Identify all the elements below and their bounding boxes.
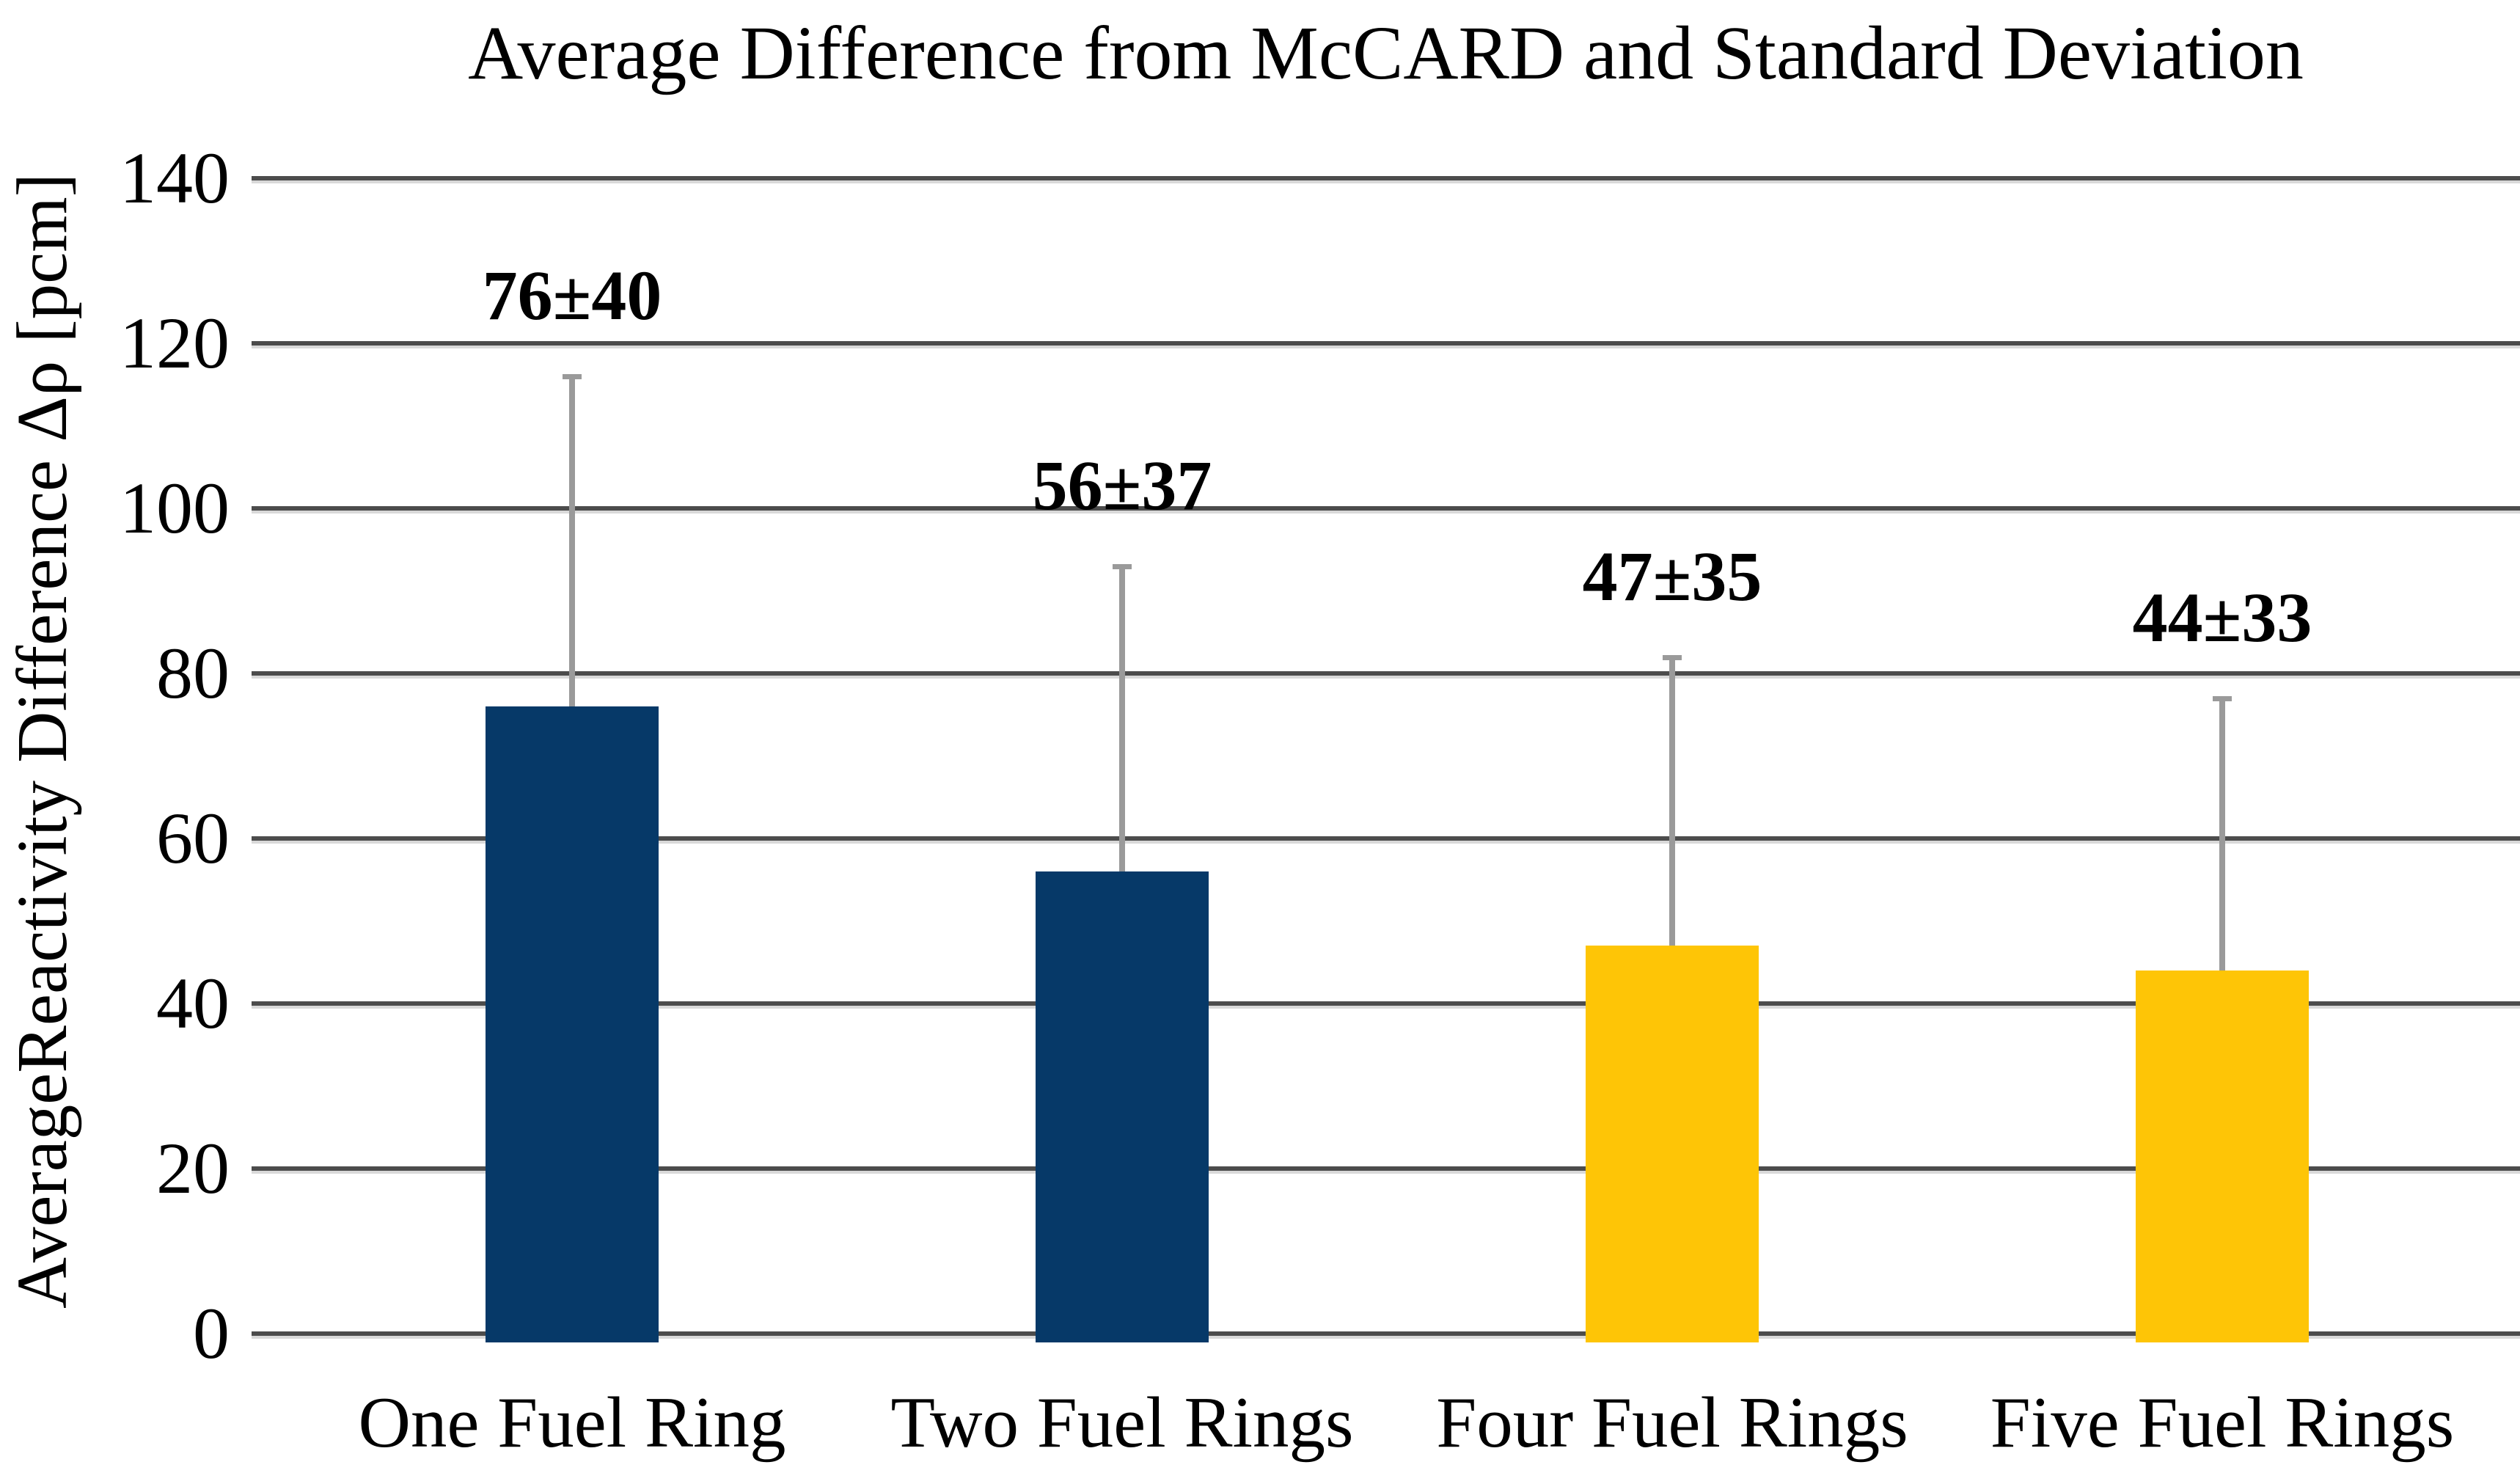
gridline xyxy=(252,1331,2520,1336)
gridline xyxy=(252,671,2520,676)
x-category-label: One Fuel Ring xyxy=(358,1383,786,1463)
error-bar-cap xyxy=(1663,654,1682,660)
error-bar xyxy=(569,376,575,706)
x-category-label: Four Fuel Rings xyxy=(1436,1383,1908,1463)
y-tick-label: 0 xyxy=(193,1293,230,1374)
y-tick-label: 60 xyxy=(156,797,230,879)
y-tick-label: 20 xyxy=(156,1127,230,1209)
error-bar xyxy=(1119,566,1125,871)
gridline xyxy=(252,176,2520,180)
gridline xyxy=(252,506,2520,511)
data-label: 44±33 xyxy=(2132,577,2312,657)
error-bar-cap xyxy=(1113,563,1132,569)
gridline xyxy=(252,836,2520,841)
x-category-label: Five Fuel Rings xyxy=(1990,1383,2455,1463)
y-tick-label: 40 xyxy=(156,962,230,1044)
bar xyxy=(486,706,659,1342)
data-label: 76±40 xyxy=(482,256,662,335)
gridline xyxy=(252,1001,2520,1006)
error-bar-cap xyxy=(563,374,582,379)
error-bar xyxy=(2219,698,2225,971)
gridline xyxy=(252,341,2520,346)
error-bar xyxy=(1669,657,1675,946)
y-tick-label: 80 xyxy=(156,632,230,714)
bar xyxy=(2136,971,2309,1342)
y-tick-label: 100 xyxy=(120,467,230,549)
y-tick-label: 140 xyxy=(120,137,230,219)
data-label: 47±35 xyxy=(1582,536,1762,615)
data-label: 56±37 xyxy=(1032,445,1212,524)
bar xyxy=(1586,946,1759,1342)
bar xyxy=(1036,871,1209,1342)
x-category-label: Two Fuel Rings xyxy=(890,1383,1354,1463)
error-bar-cap xyxy=(2213,695,2232,701)
chart-title: Average Difference from McCARD and Stand… xyxy=(468,11,2304,95)
y-tick-label: 120 xyxy=(120,302,230,384)
gridline xyxy=(252,1166,2520,1171)
